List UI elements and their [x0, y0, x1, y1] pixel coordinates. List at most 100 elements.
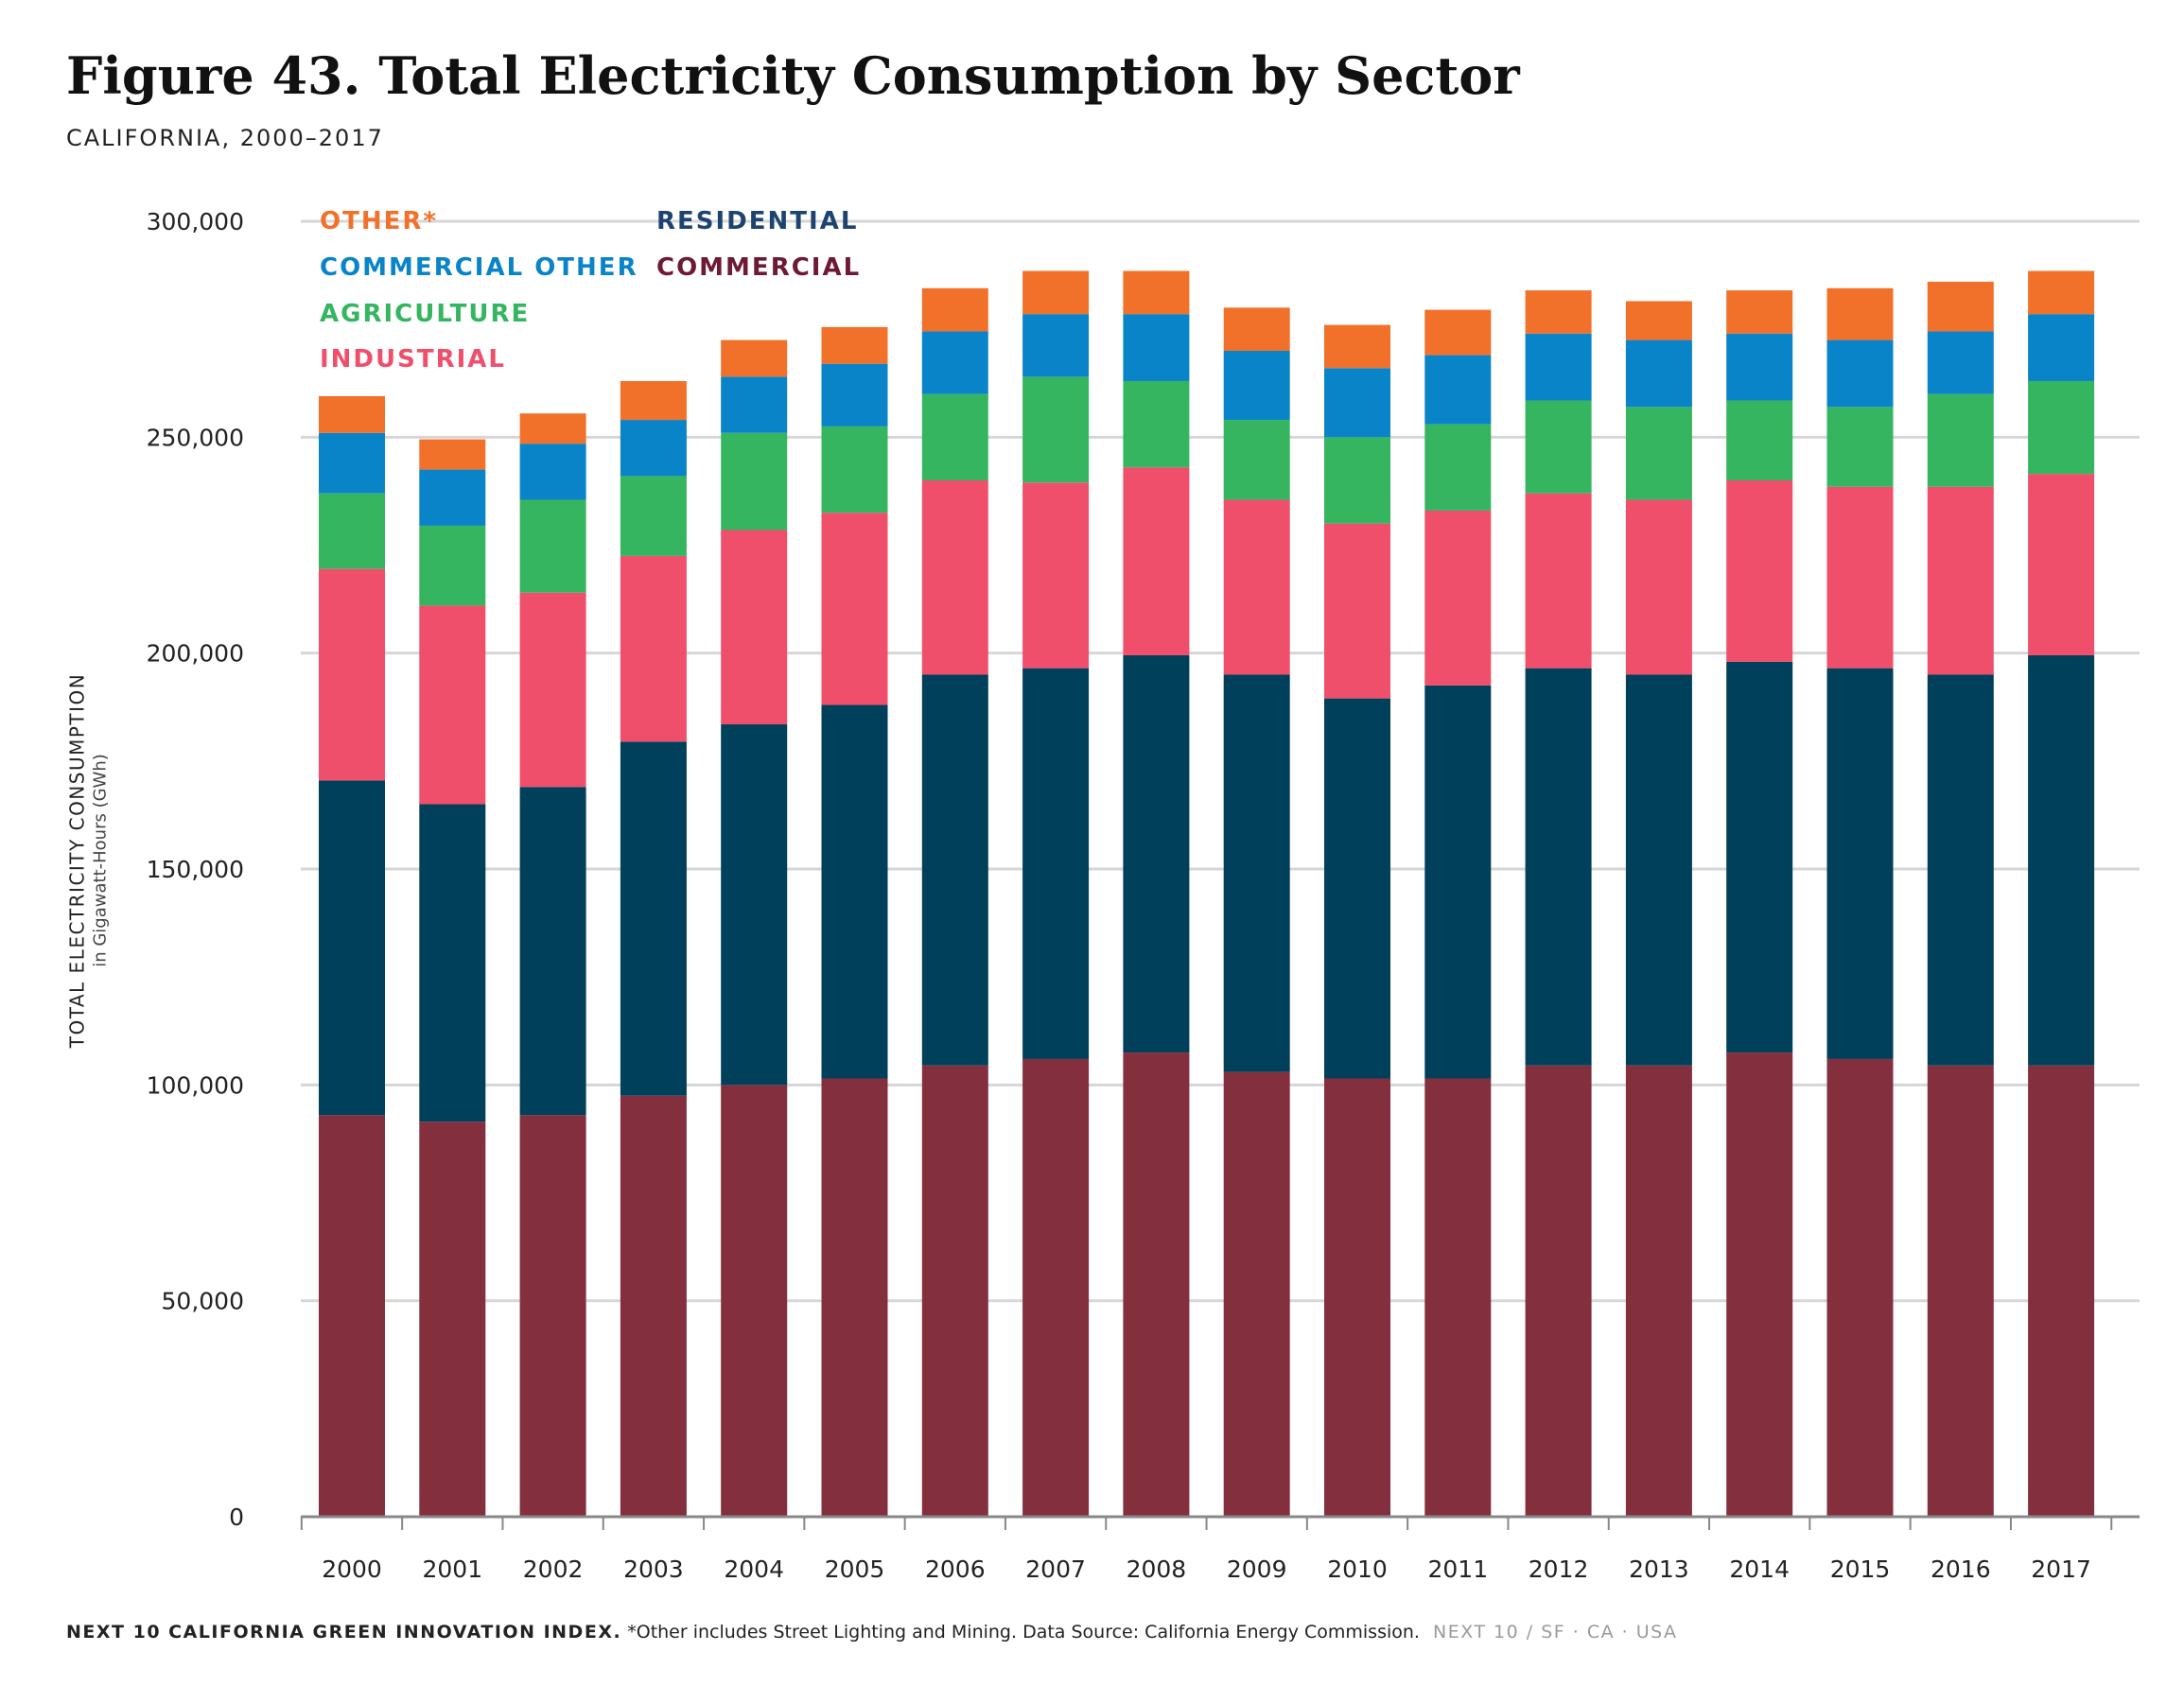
- bar-segment: [1223, 420, 1290, 500]
- bar-segment: [1625, 499, 1692, 675]
- bar-segment: [2028, 474, 2095, 655]
- bar-segment: [1324, 698, 1390, 1079]
- bar-segment: [921, 393, 988, 480]
- axes: 0 50,000 100,000 150,000 200,000 250,000 300,0…: [147, 208, 2140, 1583]
- y-tick-label: 150,000: [147, 856, 244, 883]
- legend-item: AGRICULTURE: [320, 300, 530, 328]
- bar-segment: [1525, 333, 1592, 401]
- bar-segment: [1324, 1078, 1390, 1517]
- bar-segment: [721, 530, 788, 725]
- x-tick-label: 2000: [322, 1556, 382, 1583]
- bar-segment: [1123, 314, 1190, 381]
- x-tick-label: 2005: [825, 1556, 885, 1583]
- bar-segment: [419, 525, 486, 606]
- bar-segment: [821, 363, 888, 426]
- bar-segment: [2028, 314, 2095, 381]
- bar-segment: [1424, 510, 1492, 686]
- bar-segment: [1927, 281, 1994, 332]
- bar-segment: [1625, 301, 1692, 340]
- bar-segment: [419, 439, 486, 470]
- bar-segment: [319, 493, 385, 569]
- bar-segment: [721, 339, 788, 377]
- bar-segment: [1726, 1052, 1793, 1517]
- x-tick-label: 2001: [422, 1556, 482, 1583]
- bar-segment: [319, 568, 385, 781]
- bar-segment: [921, 674, 988, 1066]
- bar-segment: [1424, 355, 1492, 425]
- bar-segment: [1826, 339, 1894, 408]
- bar-segment: [921, 287, 988, 332]
- x-tick-label: 2007: [1025, 1556, 1086, 1583]
- bar-segment: [1927, 331, 1994, 394]
- bar-segment: [620, 1095, 687, 1517]
- bar-segment: [1123, 654, 1190, 1053]
- bar-segment: [419, 469, 486, 526]
- bar-segment: [2028, 270, 2095, 315]
- bar-segment: [1927, 486, 1994, 675]
- x-tick-label: 2012: [1529, 1556, 1589, 1583]
- bar-segment: [1525, 1065, 1592, 1517]
- bar-segment: [319, 780, 385, 1116]
- bar-segment: [319, 432, 385, 494]
- bar-segment: [1324, 437, 1390, 524]
- bar-segment: [1223, 307, 1290, 351]
- bar-segment: [519, 413, 586, 444]
- bar-segment: [1324, 368, 1390, 438]
- x-tick-label: 2006: [925, 1556, 986, 1583]
- legend: OTHER* COMMERCIAL OTHER AGRICULTURE INDUSTR…: [320, 207, 859, 374]
- y-tick-label: 250,000: [147, 424, 244, 451]
- bar-segment: [1826, 1058, 1894, 1517]
- bar-segment: [1223, 351, 1290, 421]
- bar-segment: [2028, 1065, 2095, 1517]
- bar-segment: [1123, 380, 1190, 468]
- footer-tag: NEXT 10 / SF · CA · USA: [1433, 1622, 1678, 1643]
- bar-segment: [821, 326, 888, 364]
- bar-segment: [620, 741, 687, 1096]
- y-axis-label: TOTAL ELECTRICITY CONSUMPTION in Gigawat…: [66, 673, 111, 1049]
- y-tick-label: 100,000: [147, 1071, 244, 1099]
- bar-segment: [1826, 668, 1894, 1059]
- x-tick-label: 2008: [1127, 1556, 1187, 1583]
- bar-segment: [319, 1115, 385, 1517]
- bar-segment: [1726, 400, 1793, 480]
- bar-segment: [1123, 270, 1190, 315]
- bar-segment: [821, 1078, 888, 1517]
- bar-segment: [1022, 668, 1090, 1059]
- bar-segment: [1826, 486, 1894, 669]
- bar-segment: [1123, 467, 1190, 655]
- bar-segment: [821, 704, 888, 1079]
- bar-segment: [1022, 314, 1090, 377]
- x-tick-label: 2003: [623, 1556, 684, 1583]
- bar-segment: [1927, 393, 1994, 487]
- bar-segment: [1324, 523, 1390, 699]
- bar-segment: [519, 499, 586, 593]
- x-tick-label: 2014: [1729, 1556, 1790, 1583]
- bars: [319, 270, 2095, 1517]
- bar-segment: [620, 380, 687, 421]
- bar-segment: [921, 1065, 988, 1517]
- bar-segment: [1123, 1052, 1190, 1517]
- bar-segment: [721, 1085, 788, 1517]
- bar-segment: [721, 376, 788, 433]
- legend-item: OTHER*: [320, 207, 438, 235]
- y-axis-label-sub: in Gigawatt-Hours (GWh): [90, 754, 111, 967]
- legend-item: COMMERCIAL OTHER: [320, 253, 638, 282]
- bar-segment: [1927, 674, 1994, 1066]
- bar-segment: [319, 395, 385, 433]
- bar-segment: [2028, 654, 2095, 1066]
- x-tick-label: 2011: [1427, 1556, 1488, 1583]
- legend-item: INDUSTRIAL: [320, 345, 506, 374]
- bar-segment: [1424, 685, 1492, 1079]
- bar-segment: [721, 724, 788, 1086]
- bar-segment: [2028, 380, 2095, 475]
- bar-segment: [620, 476, 687, 556]
- bar-segment: [1927, 1065, 1994, 1517]
- bar-segment: [1022, 482, 1090, 669]
- bar-segment: [1826, 407, 1894, 487]
- x-tick-label: 2015: [1830, 1556, 1891, 1583]
- bar-segment: [1726, 290, 1793, 334]
- y-tick-label: 300,000: [147, 208, 244, 235]
- bar-segment: [419, 804, 486, 1122]
- bar-segment: [1625, 674, 1692, 1066]
